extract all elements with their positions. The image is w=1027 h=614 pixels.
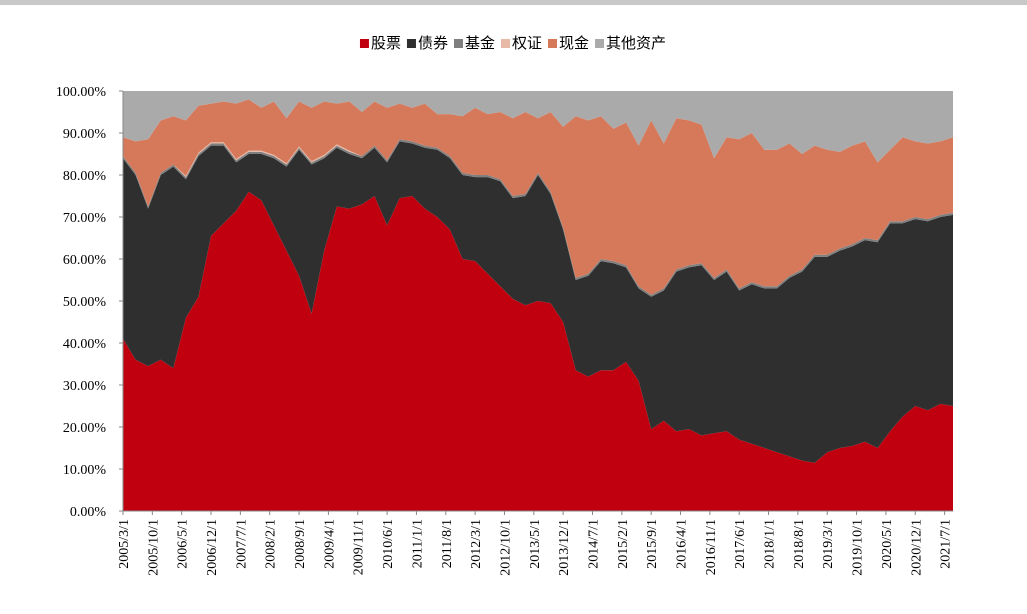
legend-label: 债券 <box>418 35 448 52</box>
legend-item: 其他资产 <box>595 35 666 52</box>
area <box>123 191 953 512</box>
legend-label: 现金 <box>559 35 589 52</box>
y-tick-label: 0.00% <box>70 505 107 520</box>
top-bar <box>0 0 1027 5</box>
x-tick-label: 2015/9/1 <box>645 519 660 569</box>
y-tick-label: 70.00% <box>63 211 107 226</box>
x-tick-label: 2019/3/1 <box>821 519 836 569</box>
x-tick-label: 2019/10/1 <box>851 519 866 576</box>
legend-swatch <box>595 39 605 48</box>
legend-item: 基金 <box>453 35 495 52</box>
x-tick-label: 2011/8/1 <box>440 519 455 568</box>
x-tick-label: 2015/2/1 <box>616 519 631 569</box>
legend-label: 股票 <box>371 35 401 52</box>
x-tick-label: 2008/2/1 <box>264 519 279 569</box>
legend-item: 现金 <box>548 35 589 52</box>
y-tick-label: 10.00% <box>63 463 107 478</box>
x-tick-label: 2016/11/1 <box>704 519 719 575</box>
x-tick-label: 2007/7/1 <box>234 519 249 569</box>
area <box>123 141 953 463</box>
x-tick-label: 2012/10/1 <box>498 519 513 576</box>
x-tick-label: 2013/12/1 <box>557 519 572 576</box>
x-tick-label: 2005/10/1 <box>146 519 161 576</box>
legend-swatch <box>548 39 558 48</box>
y-tick-label: 30.00% <box>63 379 107 394</box>
legend-item: 债券 <box>406 35 448 52</box>
y-tick-label: 20.00% <box>63 421 107 436</box>
area <box>123 99 953 295</box>
x-tick-label: 2010/6/1 <box>381 519 396 569</box>
legend-swatch <box>501 39 510 48</box>
y-tick-label: 90.00% <box>63 127 107 142</box>
x-tick-label: 2018/8/1 <box>792 519 807 569</box>
x-tick-label: 2021/7/1 <box>939 519 954 569</box>
legend-item: 股票 <box>359 35 401 52</box>
x-tick-label: 2008/9/1 <box>293 519 308 569</box>
x-tick-label: 2006/12/1 <box>205 519 220 576</box>
area <box>123 91 953 163</box>
y-tick-label: 40.00% <box>63 337 107 352</box>
y-tick-label: 50.00% <box>63 295 107 310</box>
x-tick-label: 2012/3/1 <box>469 519 484 569</box>
x-tick-label: 2005/3/1 <box>117 519 132 569</box>
x-tick-label: 2006/5/1 <box>176 519 191 569</box>
x-tick-label: 2009/11/1 <box>352 519 367 575</box>
x-tick-label: 2020/5/1 <box>880 519 895 569</box>
x-tick-label: 2009/4/1 <box>322 519 337 569</box>
legend-item: 权证 <box>501 35 542 52</box>
x-tick-label: 2016/4/1 <box>675 519 690 569</box>
legend-label: 基金 <box>465 35 495 52</box>
x-tick-label: 2011/1/1 <box>410 519 425 568</box>
y-tick-label: 60.00% <box>63 253 107 268</box>
x-tick-label: 2013/5/1 <box>528 519 543 569</box>
legend-label: 其他资产 <box>606 35 666 52</box>
x-tick-label: 2017/6/1 <box>733 519 748 569</box>
x-tick-label: 2020/12/1 <box>909 519 924 576</box>
legend-label: 权证 <box>512 35 542 52</box>
y-tick-label: 80.00% <box>63 169 107 184</box>
x-tick-label: 2018/1/1 <box>763 519 778 569</box>
legend-swatch <box>359 39 369 48</box>
legend-swatch <box>406 39 416 48</box>
y-tick-label: 100.00% <box>56 85 107 100</box>
legend-swatch <box>453 39 463 48</box>
x-tick-label: 2014/7/1 <box>586 519 601 569</box>
